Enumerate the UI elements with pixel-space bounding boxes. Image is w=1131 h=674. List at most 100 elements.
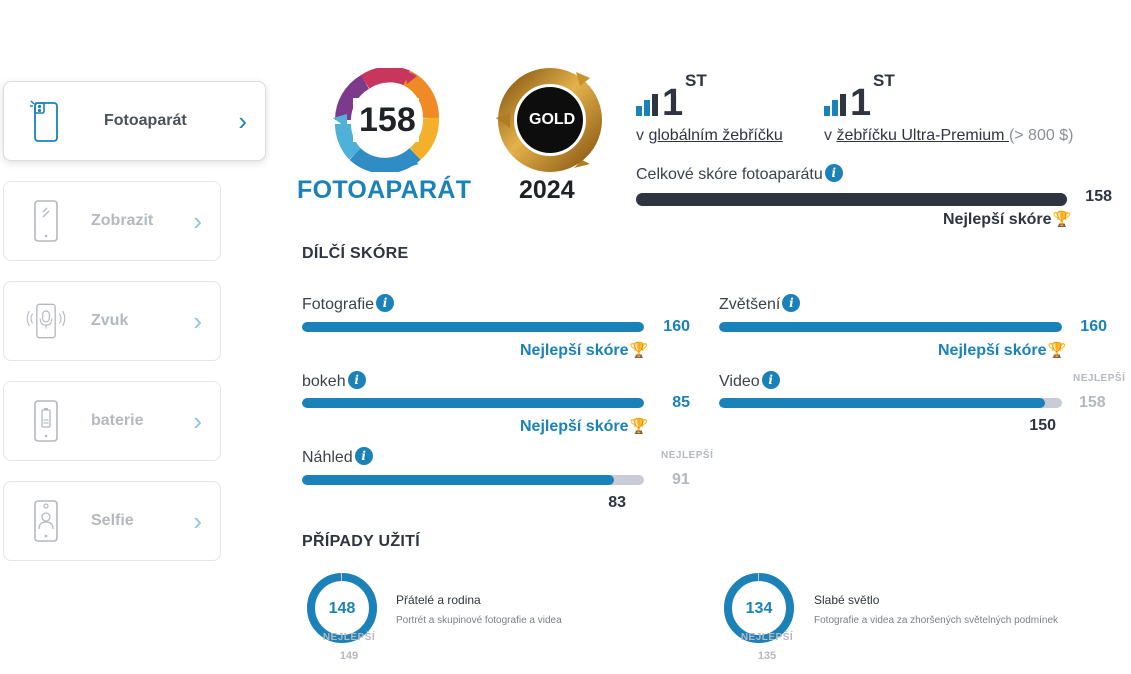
sub-score-name: Náhled xyxy=(302,449,353,466)
sub-score-value: 83 xyxy=(608,494,626,511)
ranking-bars-icon xyxy=(824,94,846,116)
selfie-phone-icon xyxy=(26,498,66,544)
sub-score-fill xyxy=(302,475,614,485)
display-phone-icon xyxy=(26,198,66,244)
global-rank-suffix: ST xyxy=(685,71,707,90)
global-rank-text: v globálním žebříčku xyxy=(636,127,783,145)
progress-ring-icon xyxy=(724,573,794,643)
chevron-right-icon: › xyxy=(193,506,202,536)
best-score-tag: Nejlepší skóre🏆 xyxy=(938,341,1066,360)
best-score-caption: NEJLEPŠÍ xyxy=(1073,373,1126,384)
sidebar-item-selfie[interactable]: Selfie › xyxy=(3,481,221,561)
ranking-bars-icon xyxy=(636,94,658,116)
sub-score-label: Náhled i xyxy=(302,447,373,467)
best-score-label: Nejlepší skóre xyxy=(943,211,1052,228)
sub-score-value: 85 xyxy=(672,394,690,411)
sub-score-bar xyxy=(302,398,644,408)
sub-score-fill xyxy=(719,398,1045,408)
best-score-caption: NEJLEPŠÍ xyxy=(661,450,714,461)
sub-score-name: Zvětšení xyxy=(719,296,781,313)
total-best-score: Nejlepší skóre🏆 xyxy=(943,210,1071,229)
use-case-description: Portrét a skupinové fotografie a videa xyxy=(396,615,562,626)
segment-ranking-link[interactable]: žebříčku Ultra-Premium xyxy=(836,127,1009,144)
sub-score-bar xyxy=(302,322,644,332)
total-score-label-text: Celkové skóre fotoaparátu xyxy=(636,166,823,183)
audio-phone-icon xyxy=(26,298,66,344)
gold-label-text: GOLD xyxy=(529,111,576,128)
trophy-icon: 🏆 xyxy=(1052,211,1072,228)
sub-score-label: Zvětšení i xyxy=(719,294,801,314)
sub-score-fill xyxy=(719,322,1062,332)
info-icon[interactable]: i xyxy=(761,371,780,389)
sub-score-bar xyxy=(302,475,644,485)
sub-score-fill xyxy=(302,398,644,408)
sidebar-item-label: Fotoaparát xyxy=(104,112,187,129)
sidebar-item-label: Zvuk xyxy=(91,312,129,329)
trophy-icon: 🏆 xyxy=(629,342,649,359)
sub-score-name: Video xyxy=(719,373,760,390)
chevron-right-icon: › xyxy=(238,106,247,136)
sub-score-label: Video i xyxy=(719,371,780,391)
best-score-label: Nejlepší skóre xyxy=(520,418,629,435)
best-score-tag: Nejlepší skóre🏆 xyxy=(520,417,648,436)
segment-rank-number: 1 xyxy=(850,82,872,124)
sidebar-item-label: Selfie xyxy=(91,512,134,529)
best-score-value: 158 xyxy=(1079,394,1106,411)
info-icon[interactable]: i xyxy=(347,371,366,389)
gold-medal-icon xyxy=(496,68,602,172)
sub-score-label: Fotografie i xyxy=(302,294,395,314)
gold-label-badge: GOLD xyxy=(494,68,606,172)
sidebar-item-label: Zobrazit xyxy=(91,212,154,229)
segment-rank-suffix: ST xyxy=(873,71,895,90)
segment-rank-text: v žebříčku Ultra-Premium (> 800 $) xyxy=(824,127,1073,145)
sidebar-item-battery[interactable]: baterie › xyxy=(3,381,221,461)
sub-score-fill xyxy=(302,322,644,332)
price-range: (> 800 $) xyxy=(1008,127,1074,144)
global-ranking-link[interactable]: globálním žebříčku xyxy=(648,127,783,144)
camera-badge-title: FOTOAPARÁT xyxy=(297,176,472,204)
global-rank-number: 1 xyxy=(662,82,684,124)
chevron-right-icon: › xyxy=(193,306,202,336)
best-score-label: Nejlepší skóre xyxy=(520,342,629,359)
use-case-ring xyxy=(723,572,795,649)
camera-phone-icon xyxy=(26,98,66,144)
use-case-best-value: 149 xyxy=(339,650,359,662)
use-case-score: 148 xyxy=(328,600,356,617)
best-score-label: Nejlepší skóre xyxy=(938,342,1047,359)
info-icon[interactable]: i xyxy=(354,447,373,465)
sub-score-value: 160 xyxy=(1080,318,1107,335)
progress-ring-icon xyxy=(307,573,377,643)
sub-score-bar xyxy=(719,398,1062,408)
camera-score-badge: 158 xyxy=(325,66,445,174)
best-score-tag: Nejlepší skóre🏆 xyxy=(520,341,648,360)
score-ring-icon xyxy=(333,66,440,174)
sub-score-label: bokeh i xyxy=(302,371,366,391)
gold-label-year: 2024 xyxy=(519,176,575,204)
info-icon[interactable]: i xyxy=(782,294,801,312)
total-score-value: 158 xyxy=(1085,188,1112,205)
use-cases-heading: PŘÍPADY UŽITÍ xyxy=(302,533,420,550)
total-score-bar xyxy=(636,193,1067,206)
sidebar-item-camera[interactable]: Fotoaparát › xyxy=(3,81,266,161)
sub-score-bar xyxy=(719,322,1062,332)
sub-score-value: 150 xyxy=(1029,417,1056,434)
use-case-best-value: 135 xyxy=(757,650,777,662)
sidebar-item-audio[interactable]: Zvuk › xyxy=(3,281,221,361)
trophy-icon: 🏆 xyxy=(629,418,649,435)
segment-rank: 1 ST v žebříčku Ultra-Premium (> 800 $) xyxy=(824,70,1124,150)
sub-scores-heading: DÍLČÍ SKÓRE xyxy=(302,245,409,262)
info-icon[interactable]: i xyxy=(376,294,395,312)
trophy-icon: 🏆 xyxy=(1047,342,1067,359)
use-case-title: Slabé světlo xyxy=(814,593,880,607)
battery-phone-icon xyxy=(26,398,66,444)
use-case-ring xyxy=(306,572,378,649)
global-rank: 1 ST v globálním žebříčku xyxy=(636,70,816,150)
use-case-score: 134 xyxy=(745,600,773,617)
total-score-fill xyxy=(636,193,1067,206)
rank-prefix: v xyxy=(824,127,832,144)
sidebar-item-display[interactable]: Zobrazit › xyxy=(3,181,221,261)
info-icon[interactable]: i xyxy=(824,164,843,182)
sub-score-value: 160 xyxy=(663,318,690,335)
use-case-best-caption: NEJLEPŠÍ xyxy=(740,632,794,643)
use-case-title: Přátelé a rodina xyxy=(396,593,481,607)
